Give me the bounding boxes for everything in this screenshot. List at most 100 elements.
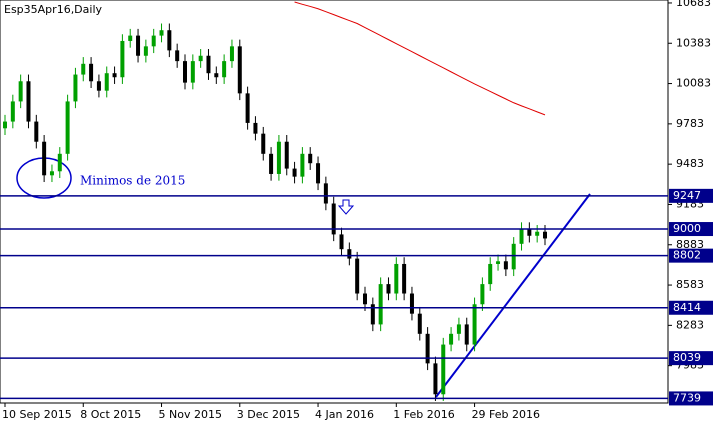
- y-tick-label: 10683: [676, 0, 711, 9]
- candle-body: [34, 121, 39, 142]
- candle-body: [245, 93, 250, 123]
- level-label-box: [669, 351, 713, 366]
- candle-body: [433, 363, 438, 395]
- candle-body: [42, 141, 47, 176]
- candle-body: [26, 81, 31, 122]
- x-tick-label: 29 Feb 2016: [472, 408, 540, 421]
- level-label-box: [669, 188, 713, 203]
- level-label-box: [669, 300, 713, 315]
- candle-body: [292, 168, 297, 177]
- candle-body: [480, 284, 485, 305]
- candle-body: [535, 231, 540, 236]
- x-tick-label: 1 Feb 2016: [393, 408, 454, 421]
- candle-body: [300, 153, 305, 177]
- candle-body: [417, 313, 422, 334]
- candle-body: [370, 304, 375, 325]
- candle-body: [214, 73, 219, 78]
- candle-body: [128, 35, 133, 41]
- candle-body: [3, 121, 7, 129]
- candle-body: [456, 324, 461, 334]
- candle-body: [73, 74, 78, 102]
- chart-title: Esp35Apr16,Daily: [4, 3, 103, 16]
- candle-body: [488, 263, 493, 285]
- candle-body: [57, 153, 62, 172]
- y-tick-label: 10083: [676, 77, 711, 90]
- candle-body: [394, 263, 399, 294]
- candle-body: [339, 234, 344, 250]
- candle-body: [18, 81, 23, 102]
- level-label-box: [669, 248, 713, 263]
- candle-body: [496, 261, 501, 264]
- candle-body: [409, 293, 414, 314]
- candle-body: [229, 46, 234, 62]
- candle-body: [120, 40, 125, 78]
- y-tick-label: 8583: [676, 278, 704, 291]
- level-label-box: [669, 222, 713, 237]
- candle-body: [347, 249, 352, 259]
- candle-body: [323, 183, 328, 204]
- candle-body: [222, 61, 227, 78]
- candle-body: [183, 61, 187, 83]
- candle-body: [308, 153, 313, 164]
- candle-body: [81, 63, 86, 75]
- candle-body: [206, 55, 211, 74]
- candle-body: [425, 333, 430, 364]
- candle-body: [151, 35, 156, 47]
- annotation-text: Minimos de 2015: [80, 174, 185, 188]
- candle-body: [159, 30, 164, 36]
- trend-line: [435, 193, 591, 398]
- candle-body: [527, 229, 532, 236]
- candle-body: [198, 55, 203, 62]
- candle-body: [402, 263, 407, 294]
- candle-body: [355, 258, 360, 294]
- candle-body: [269, 153, 274, 174]
- level-label: 8414: [673, 301, 701, 314]
- candle-body: [136, 35, 141, 56]
- y-tick-label: 8883: [676, 238, 704, 251]
- x-tick-label: 3 Dec 2015: [237, 408, 300, 421]
- level-label-box: [669, 391, 713, 406]
- level-label: 7739: [673, 391, 701, 404]
- candle-body: [441, 344, 446, 395]
- candle-body: [472, 304, 477, 345]
- x-tick-label: 5 Nov 2015: [159, 408, 222, 421]
- candle-body: [284, 141, 289, 169]
- level-label: 9247: [673, 189, 701, 202]
- y-tick-label: 9783: [676, 117, 704, 130]
- candle-body: [503, 261, 508, 270]
- candle-body: [89, 63, 94, 82]
- arrow-marker: [337, 199, 355, 215]
- y-tick-label: 8283: [676, 318, 704, 331]
- candle-body: [276, 141, 281, 174]
- candle-body: [363, 293, 367, 305]
- candle-body: [378, 284, 383, 325]
- level-label: 8039: [673, 351, 701, 364]
- candle-body: [253, 122, 258, 134]
- x-tick-label: 8 Oct 2015: [80, 408, 141, 421]
- level-label: 8802: [673, 249, 701, 262]
- candle-body: [237, 46, 242, 94]
- y-tick-label: 9483: [676, 157, 704, 170]
- candle-body: [316, 163, 321, 184]
- candle-body: [331, 203, 336, 235]
- candle-body: [104, 73, 109, 91]
- candle-body: [167, 30, 172, 51]
- candle-body: [543, 231, 547, 239]
- x-tick-label: 4 Jan 2016: [315, 408, 374, 421]
- candle-body: [49, 171, 54, 176]
- candle-body: [511, 243, 516, 270]
- candle-body: [449, 333, 454, 345]
- x-tick-label: 10 Sep 2015: [2, 408, 72, 421]
- candle-body: [386, 284, 391, 294]
- candle-body: [261, 133, 266, 154]
- y-tick-label: 10383: [676, 36, 711, 49]
- candle-body: [143, 46, 148, 56]
- candle-body: [175, 50, 180, 62]
- candle-body: [464, 324, 469, 345]
- candle-body: [112, 73, 117, 78]
- level-label: 9000: [673, 222, 701, 235]
- moving-average: [294, 1, 546, 116]
- candle-body: [65, 101, 70, 154]
- candle-body: [96, 81, 101, 91]
